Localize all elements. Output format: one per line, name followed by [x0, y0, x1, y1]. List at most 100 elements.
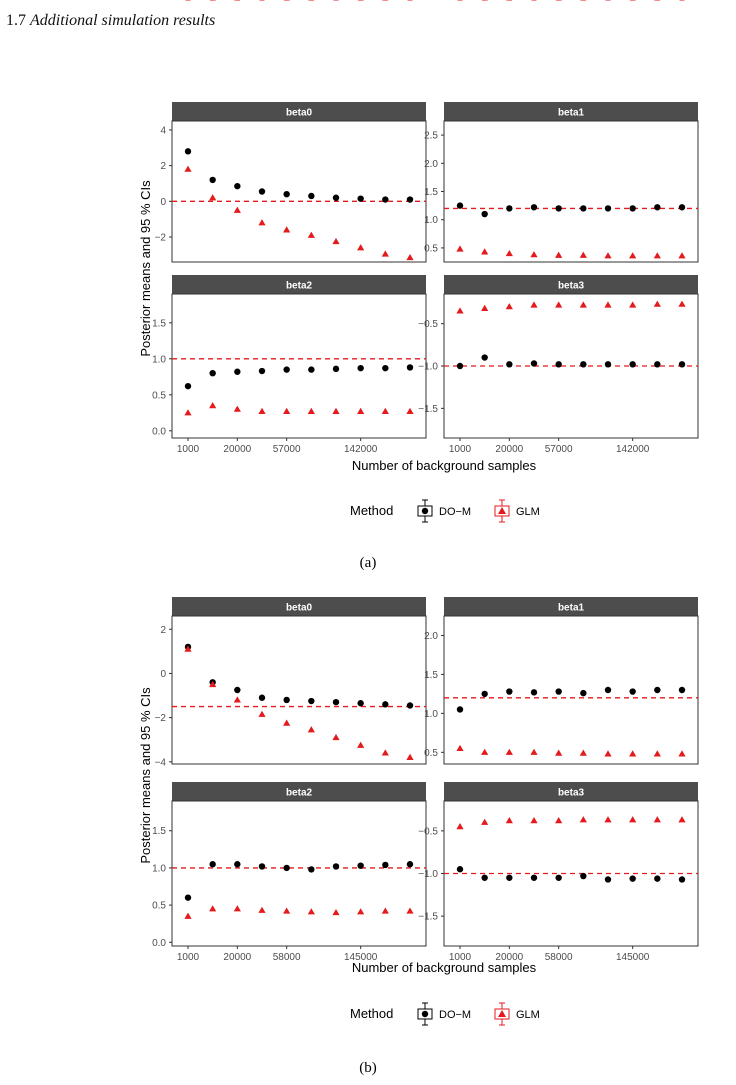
mean-point: [456, 822, 464, 830]
x-tick-label: 1000: [177, 444, 200, 455]
legend-key-do-m-point: [421, 507, 429, 515]
mean-point: [456, 307, 464, 314]
panel-strip: [172, 102, 426, 121]
mean-point: [332, 194, 340, 201]
mean-point: [481, 210, 488, 218]
mean-point: [604, 252, 612, 259]
mean-point: [233, 206, 241, 213]
mean-point: [234, 861, 241, 868]
mean-point: [357, 244, 365, 251]
mean-point: [357, 908, 365, 915]
figure-caption: (b): [359, 1060, 377, 1076]
mean-point: [629, 205, 636, 212]
mean-point: [184, 382, 192, 390]
mean-point: [357, 700, 364, 707]
y-tick-label: 2.0: [424, 159, 438, 170]
mean-point: [505, 748, 513, 755]
mean-point: [654, 361, 661, 368]
mean-point: [654, 204, 661, 211]
y-tick-label: 0: [160, 197, 166, 208]
mean-point: [258, 407, 266, 414]
mean-point: [184, 148, 192, 155]
y-tick-label: −1.5: [418, 912, 438, 923]
mean-point: [506, 874, 513, 881]
mean-point: [579, 251, 587, 258]
y-tick-label: −0.5: [418, 319, 438, 330]
y-tick-label: 2: [160, 161, 166, 172]
mean-point: [505, 817, 513, 824]
mean-point: [555, 205, 562, 212]
mean-point: [209, 861, 216, 868]
mean-point: [530, 360, 538, 367]
panel-beta0: beta0 2 0 −2 −4: [155, 0, 427, 768]
mean-point: [678, 252, 686, 259]
y-axis-title: Posterior means and 95 % CIs: [138, 180, 153, 357]
mean-point: [481, 818, 489, 825]
x-tick-label: 142000: [616, 444, 650, 455]
mean-point: [234, 182, 241, 190]
figure-b: Posterior means and 95 % CIsbeta020−2−4b…: [138, 0, 699, 1076]
y-tick-label: 2: [160, 625, 166, 636]
mean-point: [258, 710, 266, 717]
mean-point: [506, 361, 513, 368]
x-tick-label: 20000: [495, 444, 523, 455]
legend-key-do-m-point: [421, 1010, 429, 1018]
series-do-m: [456, 0, 686, 218]
strip-label: beta3: [558, 788, 585, 799]
mean-point: [381, 749, 389, 756]
mean-point: [456, 744, 464, 752]
mean-point: [580, 872, 587, 880]
panel-strip: [444, 597, 698, 616]
mean-point: [555, 817, 563, 824]
panel-border: [443, 120, 699, 263]
series-glm: [184, 0, 414, 261]
x-tick-label: 57000: [545, 444, 573, 455]
mean-point: [357, 407, 365, 414]
mean-point: [579, 816, 587, 823]
mean-point: [406, 253, 414, 261]
strip-label: beta2: [286, 281, 313, 292]
mean-point: [653, 252, 661, 259]
mean-point: [357, 862, 364, 869]
mean-point: [653, 816, 661, 823]
mean-point: [678, 750, 686, 757]
mean-point: [283, 226, 291, 233]
series-glm: [456, 0, 686, 259]
mean-point: [629, 252, 637, 259]
y-tick-label: 1.5: [152, 826, 166, 837]
legend: Method DO−M GLM: [350, 499, 540, 523]
mean-point: [604, 686, 612, 694]
panel-strip: [444, 275, 698, 294]
y-tick-label: 2.5: [424, 131, 438, 142]
mean-point: [653, 300, 661, 307]
mean-point: [604, 361, 612, 368]
mean-point: [406, 407, 414, 414]
mean-point: [209, 176, 216, 184]
mean-point: [530, 817, 538, 824]
x-tick-label: 58000: [545, 952, 573, 963]
mean-point: [382, 701, 389, 708]
mean-point: [234, 368, 241, 375]
legend-label-glm: GLM: [516, 506, 540, 518]
y-axis-title: Posterior means and 95 % CIs: [138, 687, 153, 864]
series-glm: [456, 0, 686, 830]
mean-point: [481, 304, 489, 311]
y-tick-label: −2: [155, 713, 167, 724]
y-tick-label: −0.5: [418, 826, 438, 837]
mean-point: [381, 907, 389, 914]
mean-point: [209, 680, 217, 688]
mean-point: [555, 251, 563, 258]
mean-point: [283, 190, 290, 198]
mean-point: [629, 688, 636, 695]
mean-point: [555, 301, 563, 308]
series-glm: [184, 0, 414, 760]
y-tick-label: 0: [160, 669, 166, 680]
section-title-text: Additional simulation results: [30, 12, 216, 29]
mean-point: [604, 816, 612, 823]
series-glm: [184, 0, 414, 416]
mean-point: [308, 192, 315, 200]
mean-point: [629, 875, 636, 882]
mean-point: [654, 686, 661, 694]
mean-point: [481, 748, 489, 755]
panel-border: [171, 615, 427, 765]
